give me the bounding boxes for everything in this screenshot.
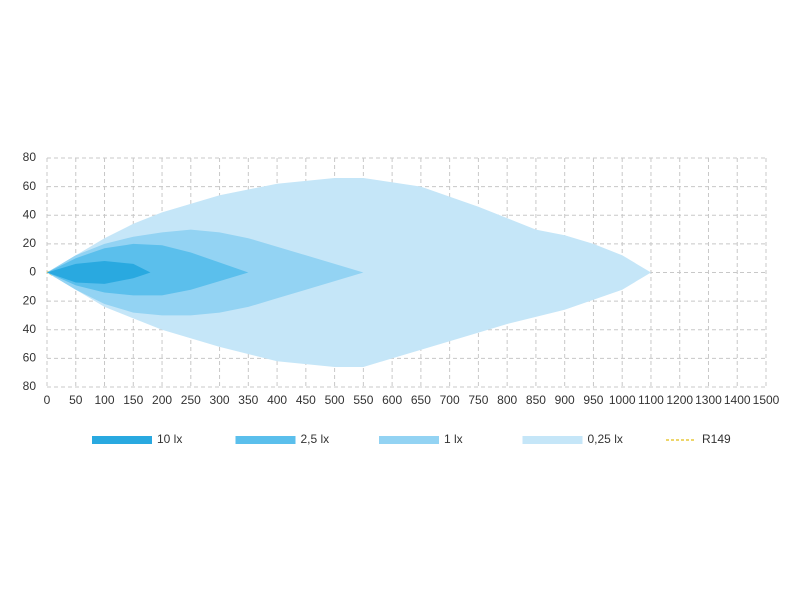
x-tick-label: 50: [69, 393, 83, 407]
legend-swatch: [92, 436, 152, 444]
legend-label: 1 lx: [444, 432, 463, 446]
x-tick-label: 650: [411, 393, 431, 407]
x-tick-label: 0: [44, 393, 51, 407]
y-tick-label: 80: [23, 379, 37, 393]
legend-swatch: [235, 436, 296, 444]
isolux-area: [47, 261, 151, 284]
y-tick-label: 60: [23, 351, 37, 365]
x-tick-label: 250: [181, 393, 201, 407]
legend-label: R149: [702, 432, 731, 446]
y-tick-label: 20: [23, 236, 37, 250]
legend-swatch: [522, 436, 583, 444]
y-tick-label: 40: [23, 322, 37, 336]
x-tick-label: 400: [267, 393, 287, 407]
legend-swatch: [379, 436, 439, 444]
x-tick-label: 1300: [695, 393, 722, 407]
x-tick-label: 150: [123, 393, 143, 407]
x-tick-label: 450: [296, 393, 316, 407]
x-tick-label: 550: [353, 393, 373, 407]
x-tick-label: 950: [583, 393, 603, 407]
legend-label: 10 lx: [157, 432, 182, 446]
legend-label: 0,25 lx: [588, 432, 623, 446]
x-tick-label: 1400: [724, 393, 751, 407]
x-tick-label: 1200: [666, 393, 693, 407]
x-tick-label: 500: [325, 393, 345, 407]
x-tick-label: 600: [382, 393, 402, 407]
legend-label: 2,5 lx: [301, 432, 330, 446]
x-tick-label: 1000: [609, 393, 636, 407]
y-tick-label: 80: [23, 150, 37, 164]
x-tick-label: 750: [468, 393, 488, 407]
y-tick-label: 0: [29, 265, 36, 279]
y-tick-label: 20: [23, 293, 37, 307]
x-tick-label: 800: [497, 393, 517, 407]
x-tick-label: 700: [440, 393, 460, 407]
x-tick-label: 900: [555, 393, 575, 407]
x-tick-label: 200: [152, 393, 172, 407]
x-tick-label: 850: [526, 393, 546, 407]
x-tick-label: 1500: [753, 393, 780, 407]
y-tick-label: 40: [23, 207, 37, 221]
x-tick-label: 1100: [638, 393, 664, 407]
y-tick-label: 60: [23, 179, 37, 193]
x-tick-label: 100: [95, 393, 115, 407]
x-tick-label: 350: [238, 393, 258, 407]
x-tick-label: 300: [210, 393, 230, 407]
